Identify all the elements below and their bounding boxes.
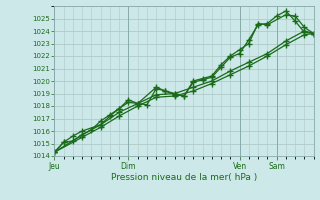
X-axis label: Pression niveau de la mer( hPa ): Pression niveau de la mer( hPa ) [111, 173, 257, 182]
